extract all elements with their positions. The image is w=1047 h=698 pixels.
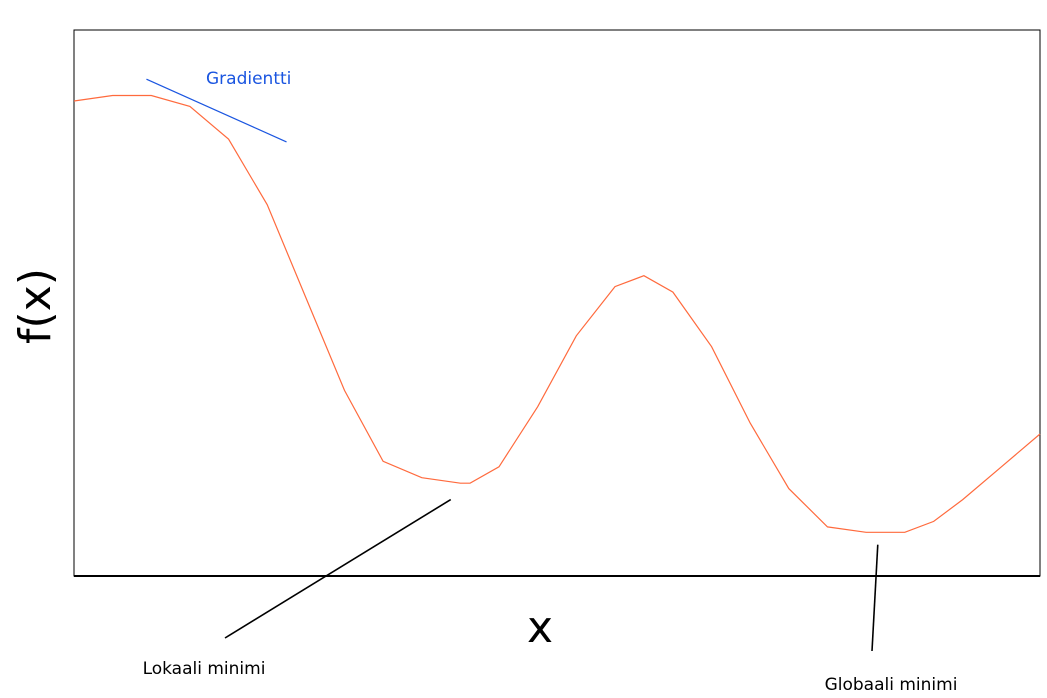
gradient-tangent-line	[146, 78, 287, 143]
x-axis-title: x	[527, 602, 553, 653]
y-axis-title: f(x)	[10, 268, 61, 344]
series-curve	[73, 94, 1041, 533]
global-minimum-label: Globaali minimi	[825, 675, 958, 695]
local-minimum-label: Lokaali minimi	[143, 659, 266, 679]
global-minimum-pointer	[871, 544, 879, 652]
local-minimum-pointer	[224, 498, 452, 639]
gradient-label: Gradientti	[206, 69, 291, 89]
